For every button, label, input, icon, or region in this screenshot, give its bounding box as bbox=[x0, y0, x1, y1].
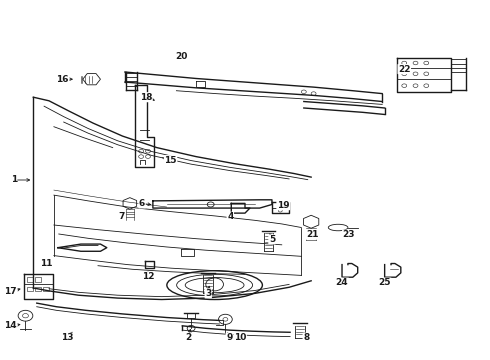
Text: 11: 11 bbox=[40, 259, 53, 268]
Text: 22: 22 bbox=[398, 65, 411, 74]
Text: 18: 18 bbox=[140, 93, 152, 102]
Text: 21: 21 bbox=[306, 230, 319, 239]
Text: 24: 24 bbox=[336, 278, 348, 287]
Text: 7: 7 bbox=[118, 212, 125, 221]
Text: 9: 9 bbox=[226, 333, 233, 342]
Bar bbox=[35, 287, 41, 291]
Text: 8: 8 bbox=[303, 333, 309, 342]
Text: 13: 13 bbox=[61, 333, 74, 342]
Text: 3: 3 bbox=[205, 289, 211, 298]
Bar bbox=[43, 287, 49, 291]
Text: 16: 16 bbox=[56, 75, 69, 84]
Text: 10: 10 bbox=[234, 333, 246, 342]
Text: 2: 2 bbox=[186, 333, 192, 342]
Bar bbox=[35, 277, 41, 282]
Text: 14: 14 bbox=[4, 321, 17, 330]
Text: 19: 19 bbox=[277, 201, 290, 210]
Text: 15: 15 bbox=[164, 156, 177, 165]
Bar bbox=[27, 287, 33, 291]
Text: 4: 4 bbox=[227, 212, 234, 221]
Text: 20: 20 bbox=[175, 52, 188, 61]
Text: 6: 6 bbox=[139, 199, 145, 208]
Text: 12: 12 bbox=[142, 272, 154, 281]
Text: 1: 1 bbox=[11, 175, 17, 184]
Bar bbox=[27, 277, 33, 282]
Text: 5: 5 bbox=[269, 235, 275, 244]
Text: 25: 25 bbox=[378, 278, 391, 287]
Text: 23: 23 bbox=[343, 230, 355, 239]
Text: 17: 17 bbox=[4, 287, 17, 296]
